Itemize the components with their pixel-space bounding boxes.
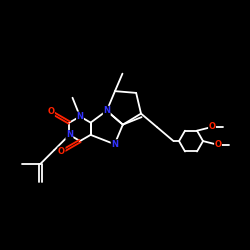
Text: N: N bbox=[103, 106, 110, 115]
Text: N: N bbox=[111, 140, 118, 149]
Text: O: O bbox=[58, 147, 65, 156]
Text: O: O bbox=[214, 140, 222, 149]
Text: N: N bbox=[66, 130, 73, 140]
Text: N: N bbox=[76, 112, 84, 121]
Text: O: O bbox=[208, 122, 216, 132]
Text: O: O bbox=[48, 108, 54, 116]
